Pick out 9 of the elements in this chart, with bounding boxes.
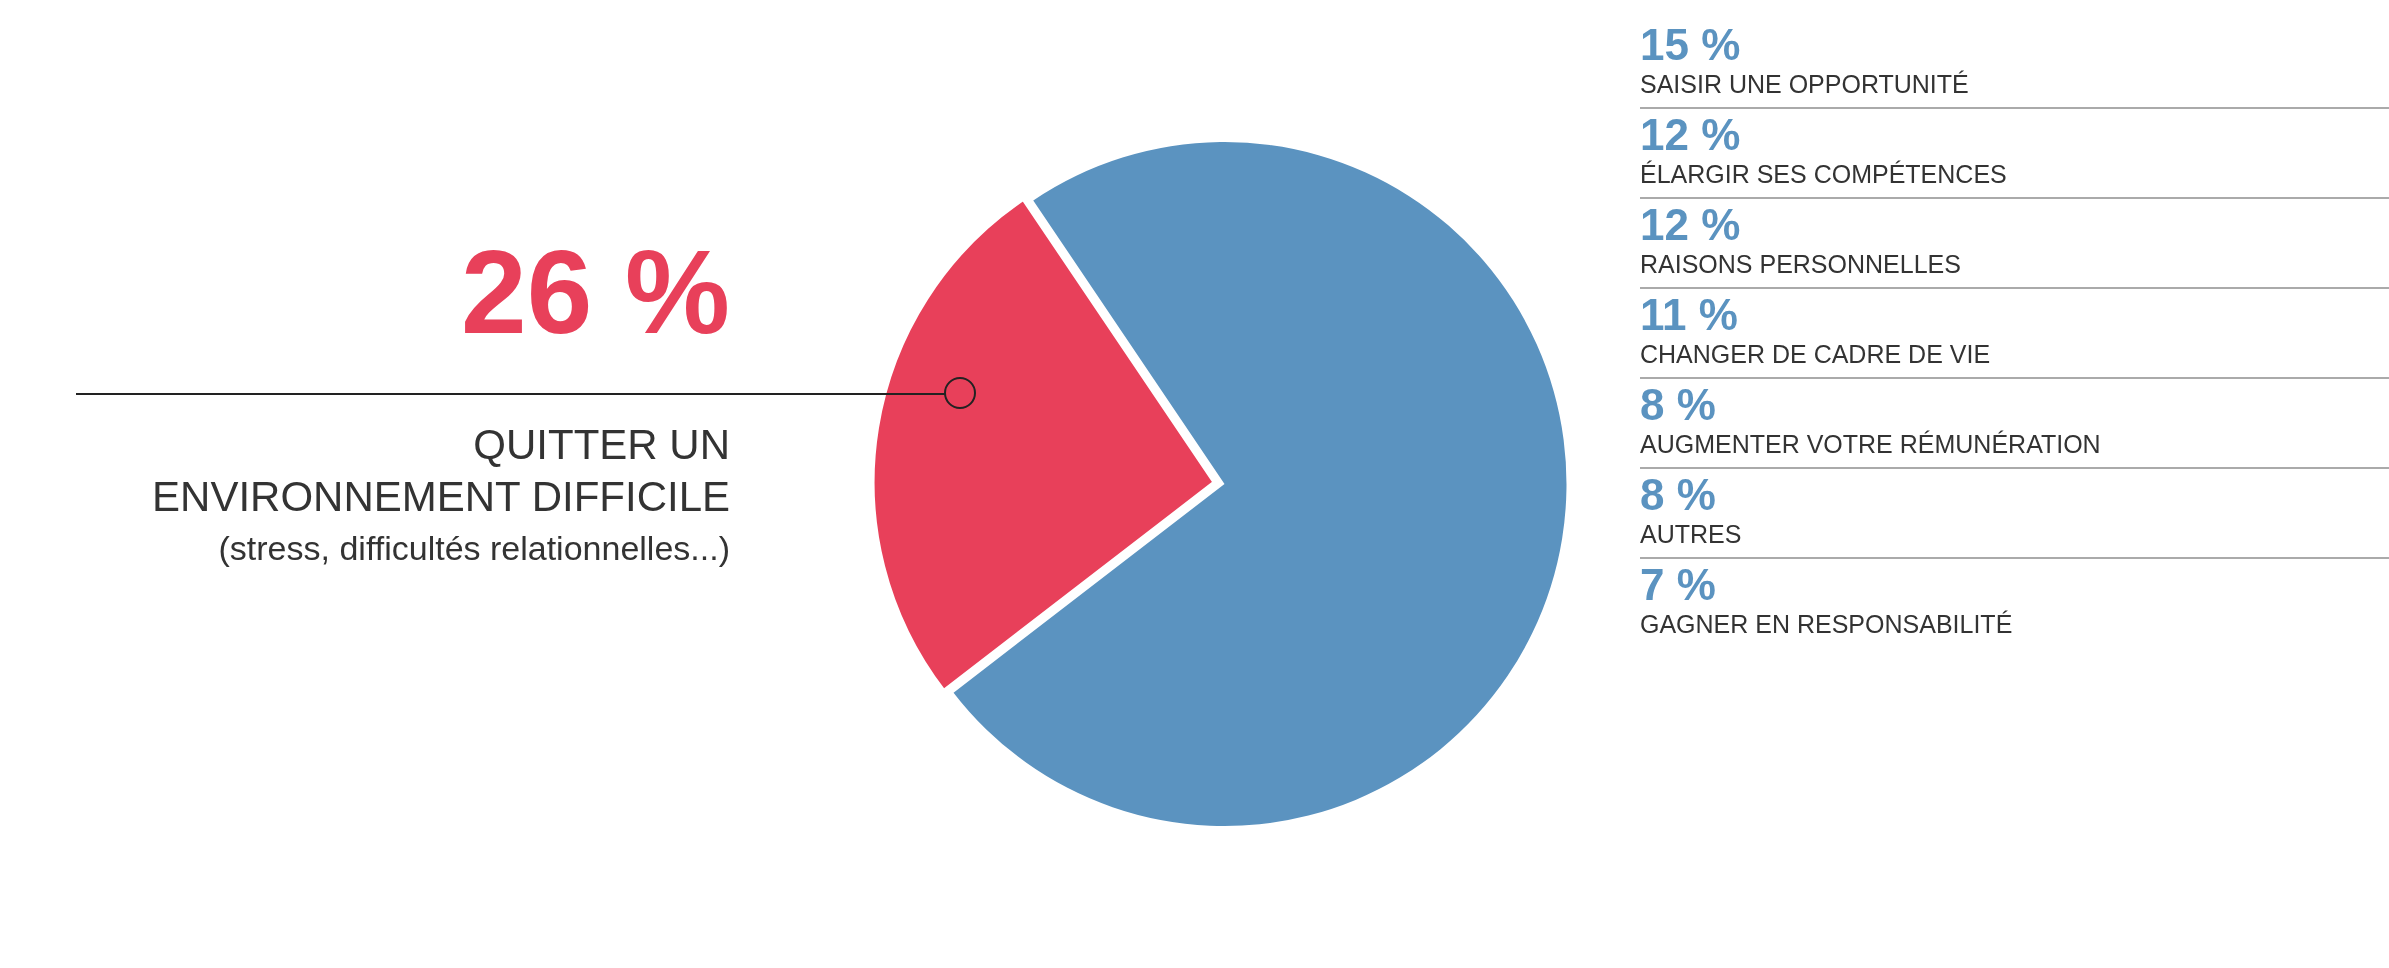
text: 15 % SAISIR UNE OPPORTUNITÉ: [1640, 20, 1969, 98]
slice-label: QUITTER UN ENVIRONNEMENT DIFFICILE (stress, difficultés relationnelles...): [152, 420, 730, 568]
text: 11 % CHANGER DE CADRE DE VIE: [1640, 290, 1991, 368]
text: 12 % ÉLARGIR SES COMPÉTENCES: [1640, 110, 2007, 188]
text: 12 % RAISONS PERSONNELLES: [1640, 200, 1961, 278]
text: 8 % AUTRES: [1640, 470, 1742, 548]
text: 8 % AUGMENTER VOTRE RÉMUNÉRATION: [1640, 380, 2101, 458]
data-label: 26 %: [461, 225, 730, 358]
text: 7 % GAGNER EN RESPONSABILITÉ: [1640, 560, 2013, 638]
